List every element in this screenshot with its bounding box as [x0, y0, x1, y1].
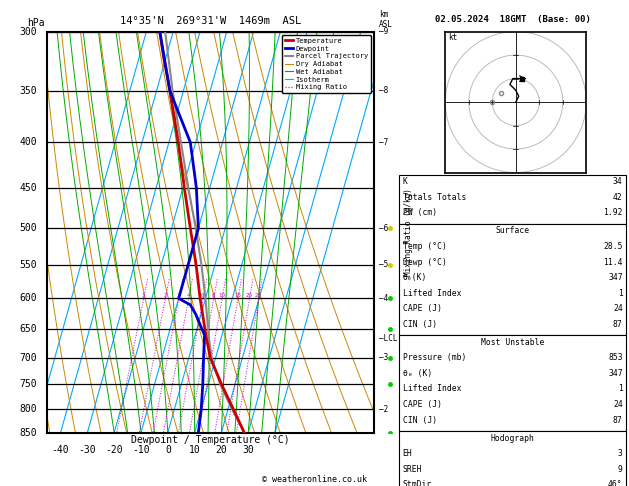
- Text: Totals Totals: Totals Totals: [403, 193, 466, 202]
- X-axis label: Dewpoint / Temperature (°C): Dewpoint / Temperature (°C): [131, 435, 290, 445]
- Text: -10: -10: [132, 445, 150, 454]
- Text: Most Unstable: Most Unstable: [481, 338, 544, 347]
- Text: 8: 8: [211, 294, 215, 298]
- Text: —8: —8: [379, 87, 389, 95]
- Text: 42: 42: [613, 193, 623, 202]
- Text: Dewp (°C): Dewp (°C): [403, 258, 447, 267]
- Text: 1: 1: [142, 294, 145, 298]
- Text: 700: 700: [19, 353, 37, 363]
- Text: θₑ(K): θₑ(K): [403, 273, 427, 282]
- Text: —9: —9: [379, 27, 389, 36]
- Text: 550: 550: [19, 260, 37, 270]
- Text: kt: kt: [448, 34, 457, 42]
- Text: 25: 25: [255, 294, 262, 298]
- Text: 20: 20: [246, 294, 253, 298]
- Text: 1: 1: [618, 384, 623, 394]
- Text: 347: 347: [608, 273, 623, 282]
- Text: —5: —5: [379, 260, 389, 269]
- Text: Mixing Ratio (g/kg): Mixing Ratio (g/kg): [404, 188, 413, 276]
- Text: -40: -40: [52, 445, 69, 454]
- Text: 2: 2: [164, 294, 167, 298]
- Text: 87: 87: [613, 320, 623, 329]
- Text: 10: 10: [218, 294, 225, 298]
- Text: 9: 9: [618, 465, 623, 474]
- Legend: Temperature, Dewpoint, Parcel Trajectory, Dry Adiabat, Wet Adiabat, Isotherm, Mi: Temperature, Dewpoint, Parcel Trajectory…: [282, 35, 370, 93]
- Text: 1.92: 1.92: [603, 208, 623, 218]
- Text: θₑ (K): θₑ (K): [403, 369, 432, 378]
- Text: 24: 24: [613, 304, 623, 313]
- Text: 0: 0: [165, 445, 170, 454]
- Text: Surface: Surface: [496, 226, 530, 236]
- Text: 800: 800: [19, 404, 37, 414]
- Text: 350: 350: [19, 86, 37, 96]
- Text: —7: —7: [379, 138, 389, 147]
- Text: 46°: 46°: [608, 480, 623, 486]
- Text: 6: 6: [201, 294, 204, 298]
- Text: —3: —3: [379, 353, 389, 362]
- Text: CIN (J): CIN (J): [403, 416, 437, 425]
- Text: Temp (°C): Temp (°C): [403, 242, 447, 251]
- Text: Pressure (mb): Pressure (mb): [403, 353, 466, 363]
- Text: 400: 400: [19, 138, 37, 147]
- Text: —LCL: —LCL: [379, 333, 398, 343]
- Text: 450: 450: [19, 183, 37, 192]
- Text: 300: 300: [19, 27, 37, 36]
- Text: km
ASL: km ASL: [379, 10, 393, 29]
- Text: 24: 24: [613, 400, 623, 409]
- Text: —4: —4: [379, 294, 389, 303]
- Text: 853: 853: [608, 353, 623, 363]
- Text: -30: -30: [79, 445, 96, 454]
- Text: Lifted Index: Lifted Index: [403, 289, 461, 298]
- Text: 34: 34: [613, 177, 623, 187]
- Text: CIN (J): CIN (J): [403, 320, 437, 329]
- Text: —2: —2: [379, 405, 389, 414]
- Text: 600: 600: [19, 294, 37, 303]
- Text: 3: 3: [618, 449, 623, 458]
- Text: 347: 347: [608, 369, 623, 378]
- Text: 750: 750: [19, 380, 37, 389]
- Text: -20: -20: [106, 445, 123, 454]
- Text: © weatheronline.co.uk: © weatheronline.co.uk: [262, 474, 367, 484]
- Text: 87: 87: [613, 416, 623, 425]
- Text: hPa: hPa: [28, 17, 45, 28]
- Text: 650: 650: [19, 324, 37, 334]
- Text: EH: EH: [403, 449, 413, 458]
- Text: 11.4: 11.4: [603, 258, 623, 267]
- Text: 02.05.2024  18GMT  (Base: 00): 02.05.2024 18GMT (Base: 00): [435, 15, 591, 24]
- Text: 3: 3: [177, 294, 180, 298]
- Text: —6: —6: [379, 224, 389, 233]
- Text: StmDir: StmDir: [403, 480, 432, 486]
- Text: Hodograph: Hodograph: [491, 434, 535, 443]
- Text: SREH: SREH: [403, 465, 422, 474]
- Text: Lifted Index: Lifted Index: [403, 384, 461, 394]
- Text: 30: 30: [242, 445, 254, 454]
- Text: K: K: [403, 177, 408, 187]
- Text: 500: 500: [19, 223, 37, 233]
- Text: CAPE (J): CAPE (J): [403, 304, 442, 313]
- Text: 15: 15: [234, 294, 241, 298]
- Text: CAPE (J): CAPE (J): [403, 400, 442, 409]
- Text: 850: 850: [19, 428, 37, 437]
- Text: PW (cm): PW (cm): [403, 208, 437, 218]
- Text: 14°35'N  269°31'W  1469m  ASL: 14°35'N 269°31'W 1469m ASL: [120, 16, 301, 26]
- Text: 28.5: 28.5: [603, 242, 623, 251]
- Text: 20: 20: [216, 445, 227, 454]
- Text: 10: 10: [189, 445, 201, 454]
- Text: 1: 1: [618, 289, 623, 298]
- Text: 4: 4: [187, 294, 190, 298]
